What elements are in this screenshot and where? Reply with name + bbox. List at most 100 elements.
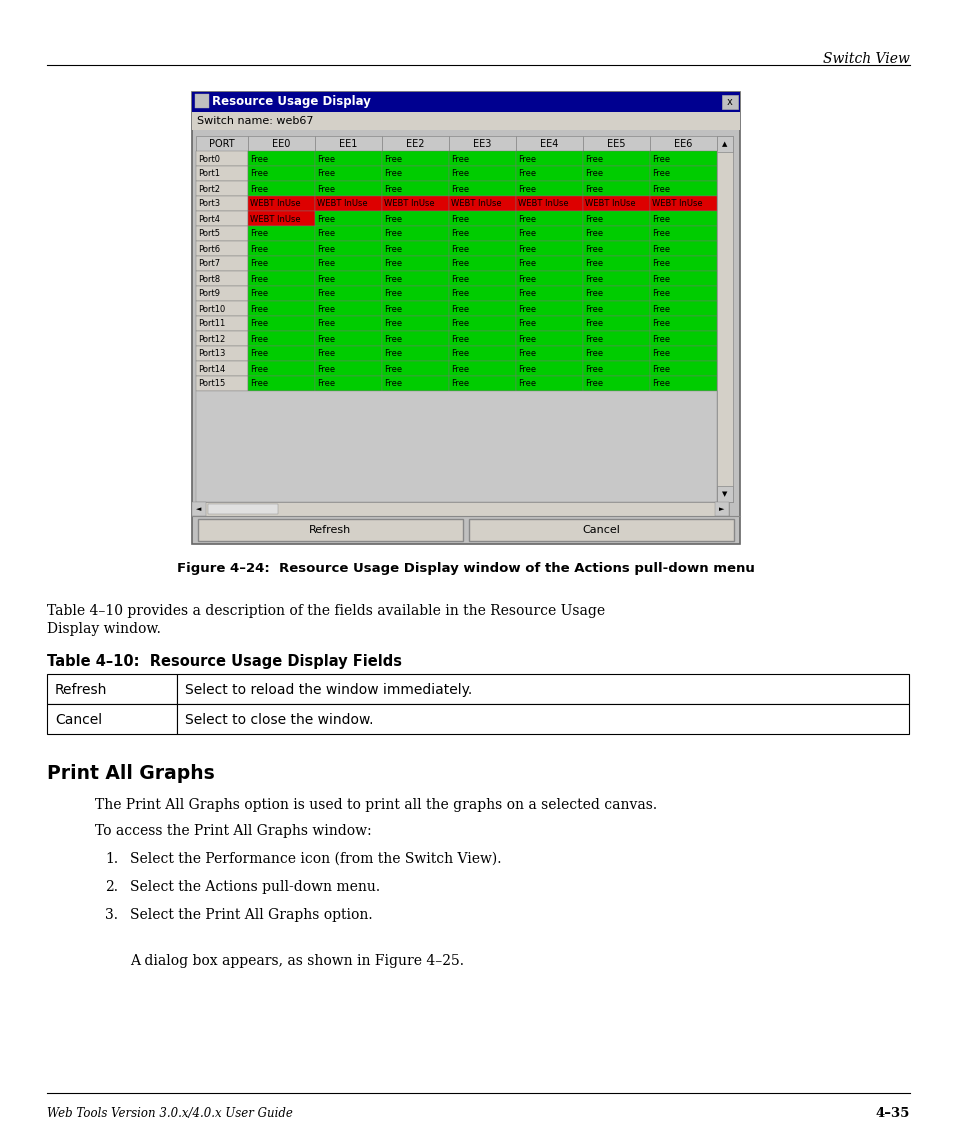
Text: Display window.: Display window. (47, 622, 161, 635)
Text: WEBT InUse: WEBT InUse (651, 199, 702, 208)
Bar (449, 211, 516, 226)
Bar (177, 704, 908, 734)
Bar (449, 346, 516, 361)
Text: Free: Free (651, 169, 669, 179)
Text: ▼: ▼ (721, 491, 727, 497)
Bar (381, 361, 449, 376)
Text: Free: Free (384, 290, 402, 299)
Text: Free: Free (584, 349, 602, 358)
Bar (449, 166, 516, 181)
Bar (248, 286, 314, 301)
Text: Free: Free (451, 245, 469, 253)
Text: ▲: ▲ (721, 141, 727, 147)
Bar (649, 376, 717, 390)
Bar (582, 211, 649, 226)
Text: Free: Free (584, 364, 602, 373)
Text: EE1: EE1 (339, 139, 357, 149)
Text: Free: Free (316, 214, 335, 223)
Bar (195, 346, 248, 361)
Bar (649, 331, 717, 346)
Text: Free: Free (316, 349, 335, 358)
Bar (195, 196, 248, 211)
Bar (582, 240, 649, 256)
Bar (314, 361, 381, 376)
Bar (381, 376, 449, 390)
Text: Free: Free (316, 305, 335, 314)
Text: Cancel: Cancel (582, 526, 619, 535)
Bar (582, 226, 649, 240)
Text: Free: Free (517, 155, 536, 164)
Text: Free: Free (384, 305, 402, 314)
Bar (649, 226, 717, 240)
Bar (195, 256, 248, 271)
Bar (248, 181, 314, 196)
Text: Free: Free (584, 214, 602, 223)
Bar (449, 271, 516, 286)
Text: Free: Free (517, 290, 536, 299)
Text: Port8: Port8 (198, 275, 220, 284)
Bar (717, 136, 732, 502)
Bar (208, 504, 277, 514)
Bar (248, 211, 314, 226)
Bar (516, 166, 582, 181)
Text: Free: Free (651, 334, 669, 344)
Bar (314, 181, 381, 196)
Bar (195, 240, 248, 256)
Text: Free: Free (316, 260, 335, 268)
Bar (649, 361, 717, 376)
Bar (516, 196, 582, 211)
Bar (449, 240, 516, 256)
Text: Free: Free (451, 260, 469, 268)
Text: Free: Free (316, 334, 335, 344)
Text: Free: Free (517, 214, 536, 223)
Bar (195, 286, 248, 301)
Text: Free: Free (584, 319, 602, 329)
Text: Port7: Port7 (198, 260, 220, 268)
Text: Free: Free (250, 349, 268, 358)
Bar (649, 181, 717, 196)
Bar (195, 181, 248, 196)
Bar (449, 286, 516, 301)
Bar (516, 136, 582, 151)
Text: ►: ► (719, 506, 724, 512)
Bar (192, 112, 740, 131)
Bar (177, 674, 908, 704)
Bar (582, 376, 649, 390)
Text: Figure 4–24:  Resource Usage Display window of the Actions pull-down menu: Figure 4–24: Resource Usage Display wind… (177, 562, 754, 575)
Text: Free: Free (451, 155, 469, 164)
Text: Free: Free (584, 169, 602, 179)
Text: Free: Free (250, 305, 268, 314)
Bar (195, 211, 248, 226)
Text: Free: Free (651, 214, 669, 223)
Bar (47, 704, 177, 734)
Text: Port15: Port15 (198, 379, 225, 388)
Text: Port5: Port5 (198, 229, 220, 238)
Text: Free: Free (651, 229, 669, 238)
Text: Free: Free (250, 319, 268, 329)
Bar (516, 301, 582, 316)
Text: WEBT InUse: WEBT InUse (316, 199, 367, 208)
Bar (195, 226, 248, 240)
Bar (381, 346, 449, 361)
Text: Port6: Port6 (198, 245, 220, 253)
Text: EE3: EE3 (473, 139, 491, 149)
Text: Free: Free (384, 184, 402, 194)
Bar (314, 166, 381, 181)
Text: Free: Free (517, 184, 536, 194)
Text: 1.: 1. (105, 852, 118, 866)
Text: Free: Free (584, 260, 602, 268)
Bar (195, 331, 248, 346)
Bar (582, 271, 649, 286)
Bar (582, 286, 649, 301)
Text: Free: Free (384, 214, 402, 223)
Text: Free: Free (250, 275, 268, 284)
Text: Free: Free (584, 275, 602, 284)
Bar (449, 316, 516, 331)
Bar (649, 196, 717, 211)
Bar (192, 92, 740, 544)
Text: Free: Free (316, 169, 335, 179)
Bar (582, 301, 649, 316)
Text: Free: Free (384, 349, 402, 358)
Text: Free: Free (517, 260, 536, 268)
Text: Free: Free (517, 229, 536, 238)
